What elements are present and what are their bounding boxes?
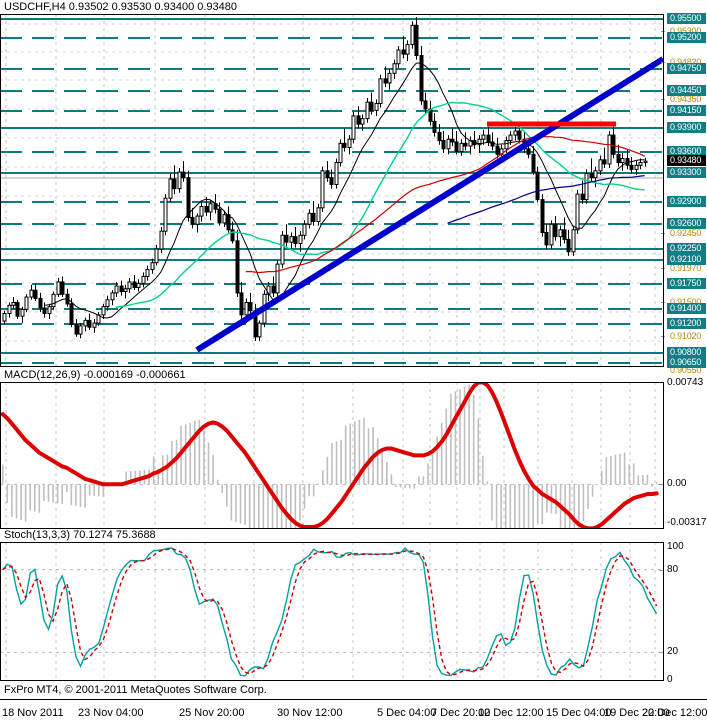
price-plot-area[interactable] <box>0 14 663 366</box>
stochastic-scale-label: 80 <box>667 563 679 575</box>
price-level-tag: 0.91400 <box>667 303 706 314</box>
price-level-tag: 0.91970 <box>667 263 706 274</box>
stochastic-scale-label: 100 <box>667 541 684 552</box>
macd-scale-label: 0.00 <box>667 478 687 490</box>
time-axis-separator <box>0 699 707 700</box>
stochastic-level-tick <box>659 569 663 571</box>
price-level-tag: 0.94820 <box>667 57 706 68</box>
price-level-tag: 0.91020 <box>667 331 706 342</box>
copyright-footer: FxPro MT4, © 2001-2011 MetaQuotes Softwa… <box>4 684 267 696</box>
axis-tick <box>661 31 665 32</box>
time-axis-label: 19 Dec 20:00 <box>604 707 670 719</box>
price-level-tag: 0.94750 <box>667 63 706 74</box>
time-axis-label: 12 Dec 12:00 <box>478 707 544 719</box>
macd-panel[interactable]: MACD(12,26,9) -0.000169 -0.000661 0.0074… <box>0 369 707 530</box>
price-level-tag: 0.91750 <box>667 278 706 289</box>
price-level-tag: 0.94350 <box>667 94 706 105</box>
price-level-tag: 0.95500 <box>667 13 706 24</box>
time-axis-label: 18 Nov 2011 <box>2 707 64 719</box>
axis-tick <box>661 302 665 303</box>
price-level-tag: 0.92600 <box>667 218 706 229</box>
symbol-title: USDCHF,H4 0.93502 0.93530 0.93400 0.9348… <box>4 1 238 13</box>
price-panel[interactable]: USDCHF,H4 0.93502 0.93530 0.93400 0.9348… <box>0 0 707 376</box>
axis-tick <box>661 62 665 63</box>
time-axis-label: 22 Dec 12:00 <box>642 707 707 719</box>
macd-title: MACD(12,26,9) -0.000169 -0.000661 <box>4 369 186 381</box>
stochastic-scale-label: 20 <box>667 646 679 658</box>
price-level-tag: 0.92900 <box>667 196 706 207</box>
macd-zero-tick <box>659 484 663 486</box>
time-axis-label: 7 Dec 20:00 <box>431 707 491 719</box>
price-level-tag: 0.95200 <box>667 32 706 43</box>
price-level-tag: 0.94450 <box>667 85 706 96</box>
axis-tick <box>661 268 665 269</box>
macd-scale-label: -0.00317 <box>667 517 707 528</box>
axis-tick <box>661 336 665 337</box>
price-level-tag: 0.93900 <box>667 122 706 133</box>
price-level-tag: 0.92450 <box>667 228 706 239</box>
price-level-tag: 0.92250 <box>667 243 706 254</box>
price-level-tag: 0.90800 <box>667 347 706 358</box>
price-level-tag: 0.91200 <box>667 318 706 329</box>
current-price-tag: 0.93480 <box>667 155 706 166</box>
axis-tick <box>661 233 665 234</box>
price-level-tag: 0.95300 <box>667 26 706 37</box>
macd-scale-label: 0.00743 <box>667 377 704 388</box>
price-level-tag: 0.94150 <box>667 105 706 116</box>
time-axis-label: 25 Nov 20:00 <box>179 707 245 719</box>
price-level-tag: 0.90650 <box>667 357 706 368</box>
price-level-tag: 0.93300 <box>667 167 706 178</box>
time-axis-label: 15 Dec 04:00 <box>546 707 612 719</box>
stochastic-scale-label: 0 <box>667 674 673 685</box>
price-level-tag: 0.90550 <box>667 365 706 376</box>
stochastic-panel[interactable]: Stoch(13,3,3) 70.1274 75.3688 100 80 20 0 <box>0 529 707 685</box>
stochastic-title: Stoch(13,3,3) 70.1274 75.3688 <box>4 529 156 541</box>
time-axis-label: 23 Nov 04:00 <box>78 707 144 719</box>
time-axis-label: 5 Dec 04:00 <box>377 707 437 719</box>
price-level-tag: 0.93600 <box>667 146 706 157</box>
axis-tick <box>661 99 665 100</box>
macd-plot-area[interactable] <box>0 382 663 528</box>
price-level-tag: 0.92100 <box>667 254 706 265</box>
stochastic-plot-area[interactable] <box>0 542 663 680</box>
stochastic-level-tick <box>659 652 663 654</box>
time-axis-label: 30 Nov 12:00 <box>277 707 343 719</box>
price-level-tag: 0.91500 <box>667 297 706 308</box>
